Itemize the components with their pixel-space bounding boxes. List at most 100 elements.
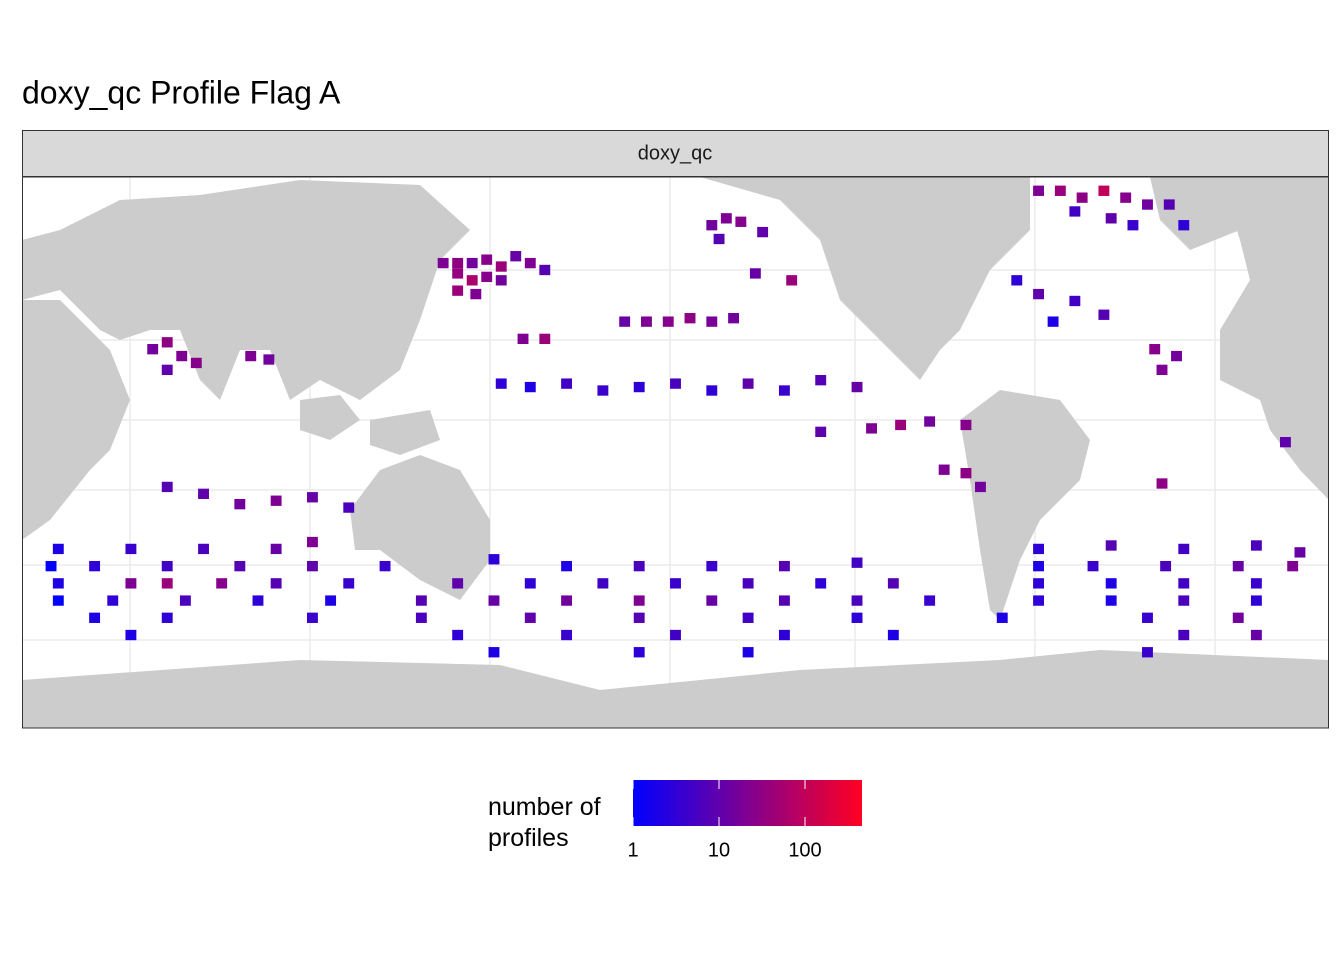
profile-cell [561,629,573,641]
profile-cell [1033,595,1045,606]
profile-cell [161,337,173,348]
profile-cell [1047,316,1059,327]
profile-cell [1127,220,1139,231]
profile-cell [633,560,645,572]
profile-cell [125,629,137,641]
profile-cell [306,536,318,548]
profile-cell [270,578,282,589]
profile-cell [179,595,191,606]
profile-cell [52,543,64,555]
profile-cell [670,378,681,389]
profile-cell [975,481,986,493]
profile-cell [749,268,761,279]
profile-cell [742,647,754,658]
profile-cell [1250,540,1262,551]
profile-cell [1069,295,1081,307]
legend-tick-label: 100 [788,839,821,861]
profile-cell [670,629,681,641]
profile-cell [815,375,827,386]
profile-cell [517,333,529,345]
legend-tick-label: 10 [708,839,730,861]
profile-cell [851,612,863,623]
profile-cell [125,543,137,555]
profile-cell [198,488,209,499]
profile-cell [1033,560,1045,572]
profile-cell [343,578,355,589]
profile-cell [1011,275,1023,286]
profile-cell [670,578,681,589]
profile-cell [306,560,318,572]
profile-cell [1250,578,1262,589]
profile-cell [1279,437,1291,448]
profile-cell [466,275,478,286]
profile-cell [176,350,188,362]
profile-cell [713,233,725,245]
profile-cell [325,595,337,606]
profile-cell [1033,578,1045,589]
colorbar [633,780,862,826]
profile-cell [270,495,282,506]
profile-cell [190,357,202,369]
profile-cell [706,220,718,231]
profile-cell [633,612,645,623]
profile-cell [452,629,464,641]
profile-cell [960,419,972,431]
profile-cell [495,261,507,272]
profile-cell [147,344,159,355]
profile-cell [742,612,754,623]
profile-cell [1033,185,1045,196]
profile-cell [1171,350,1182,362]
profile-cell [1054,185,1066,196]
profile-cell [1232,612,1244,623]
profile-cell [452,268,464,279]
profile-cell [539,333,551,345]
profile-cell [778,629,790,641]
profile-cell [161,612,173,623]
profile-cell [742,578,754,589]
profile-cell [1178,543,1190,555]
profile-cell [89,612,101,623]
profile-cell [706,385,718,396]
profile-cell [1250,595,1262,606]
profile-cell [706,316,718,327]
profile-cell [45,560,57,572]
profile-cell [437,257,449,269]
profile-cell [466,257,478,269]
profile-cell [597,578,609,589]
profile-cell [924,416,936,427]
profile-cell [524,381,536,393]
legend-title: number of profiles [488,793,601,852]
profile-cell [851,557,863,568]
profile-cell [1069,206,1081,217]
profile-cell [488,554,500,565]
profile-cell [495,378,507,389]
profile-cell [938,464,950,475]
profile-cell [1163,199,1175,210]
profile-cell [161,364,173,376]
profile-cell [1178,578,1190,589]
profile-cell [234,498,246,510]
profile-cell [52,578,64,589]
profile-cell [495,275,507,286]
profile-cell [996,612,1008,623]
profile-cell [1294,547,1306,558]
profile-cell [1142,612,1153,623]
profile-cell [662,316,674,327]
profile-cell [735,216,747,227]
profile-cell [452,257,464,269]
profile-cell [452,578,464,589]
profile-cell [89,560,101,572]
profile-cell [216,578,228,589]
profile-cell [234,560,246,572]
facet-strip [22,130,1329,177]
profile-cell [1087,560,1099,572]
profile-cell [633,381,645,393]
profile-cell [470,288,482,300]
profile-cell [1178,595,1190,606]
profile-cell [125,578,137,589]
profile-cell [52,595,64,606]
profile-cell [742,378,754,389]
profile-cell [524,578,536,589]
profile-cell [1105,595,1117,606]
profile-cell [343,502,355,513]
